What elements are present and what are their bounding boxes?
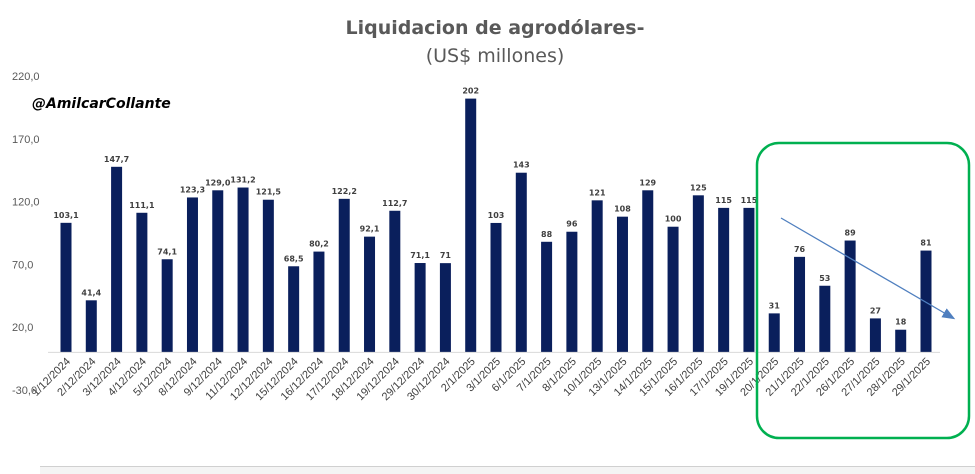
bar xyxy=(288,266,300,353)
data-label: 123,3 xyxy=(180,185,205,194)
data-label: 129 xyxy=(639,178,656,187)
y-axis: -30,0 20,0 70,0 120,0 170,0 220,0 xyxy=(12,71,40,397)
data-label: 108 xyxy=(614,205,631,214)
y-tick-label: 120,0 xyxy=(12,197,40,209)
data-label: 88 xyxy=(541,230,553,239)
data-label: 53 xyxy=(819,274,830,283)
data-label: 131,2 xyxy=(230,176,255,185)
y-tick-label: 220,0 xyxy=(12,71,40,83)
bar xyxy=(237,187,249,353)
bar xyxy=(591,200,603,353)
trend-arrow xyxy=(780,217,956,320)
bar xyxy=(844,240,856,353)
data-label: 121,5 xyxy=(256,188,282,197)
bar xyxy=(667,226,679,353)
data-label: 68,5 xyxy=(284,254,304,263)
bar xyxy=(768,313,780,353)
data-label: 115 xyxy=(715,196,732,205)
data-label: 41,4 xyxy=(81,288,101,297)
data-label: 122,2 xyxy=(332,187,357,196)
bar xyxy=(920,250,932,353)
data-label: 80,2 xyxy=(309,240,329,249)
y-tick-label: 20,0 xyxy=(12,322,33,334)
author-handle: @AmilcarCollante xyxy=(32,96,171,112)
bar xyxy=(743,207,755,353)
data-label: 74,1 xyxy=(157,247,177,256)
data-label: 112,7 xyxy=(382,199,407,208)
bar xyxy=(895,329,907,353)
bar xyxy=(566,231,578,353)
data-label: 89 xyxy=(845,229,857,238)
data-label: 71 xyxy=(440,251,452,260)
chart-subtitle: (US$ millones) xyxy=(426,45,565,67)
bar xyxy=(60,222,72,353)
bar xyxy=(692,195,704,353)
data-label: 96 xyxy=(566,220,578,229)
data-label: 92,1 xyxy=(360,225,380,234)
x-axis: 1/12/20242/12/20243/12/20244/12/20245/12… xyxy=(30,356,933,403)
bar xyxy=(541,241,553,353)
bar xyxy=(111,166,123,353)
bar xyxy=(136,212,148,353)
bar xyxy=(313,251,325,353)
bar xyxy=(439,263,451,353)
bar xyxy=(85,300,97,353)
bar xyxy=(515,172,527,353)
bar xyxy=(161,259,173,353)
data-label: 111,1 xyxy=(129,201,155,210)
y-tick-label: -30,0 xyxy=(12,385,37,397)
data-label: 76 xyxy=(794,245,806,254)
bar xyxy=(642,190,654,353)
data-label: 115 xyxy=(741,196,758,205)
bar xyxy=(465,98,477,353)
data-label: 202 xyxy=(462,87,479,96)
bar xyxy=(212,190,224,353)
bar xyxy=(616,216,628,353)
data-label: 18 xyxy=(895,318,907,327)
data-label: 103 xyxy=(488,211,505,220)
y-tick-label: 170,0 xyxy=(12,134,40,146)
bar xyxy=(262,199,274,353)
scrollbar-strip xyxy=(40,466,975,474)
bar xyxy=(794,256,806,353)
bar xyxy=(364,236,376,353)
bar xyxy=(414,263,426,353)
bar xyxy=(490,222,502,353)
bar xyxy=(338,198,350,353)
data-label: 143 xyxy=(513,161,530,170)
data-label: 147,7 xyxy=(104,155,129,164)
data-label: 31 xyxy=(769,301,781,310)
data-label: 71,1 xyxy=(410,251,430,260)
bars xyxy=(60,98,932,353)
data-label: 100 xyxy=(665,215,682,224)
bar xyxy=(718,207,730,353)
y-tick-label: 70,0 xyxy=(12,259,33,271)
highlight-box xyxy=(755,141,971,440)
bar xyxy=(819,285,831,353)
bar xyxy=(186,197,198,353)
bar xyxy=(869,318,881,353)
chart-title: Liquidacion de agrodólares- xyxy=(345,17,644,39)
data-label: 125 xyxy=(690,183,707,192)
data-label: 103,1 xyxy=(53,211,79,220)
bar xyxy=(389,210,401,353)
data-label: 81 xyxy=(920,239,932,248)
data-label: 27 xyxy=(870,306,881,315)
data-label: 129,0 xyxy=(205,178,231,187)
data-label: 121 xyxy=(589,188,606,197)
